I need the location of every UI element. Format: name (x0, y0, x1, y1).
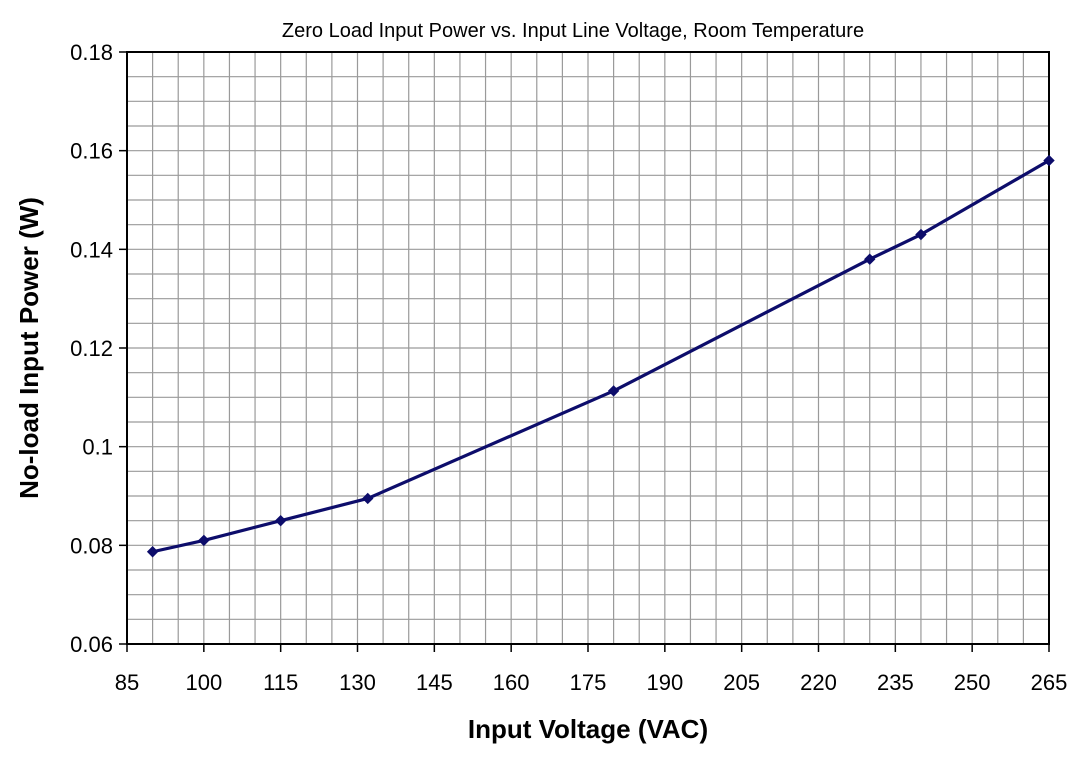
y-tick-label: 0.1 (82, 435, 113, 460)
data-point-marker (864, 253, 876, 265)
y-tick-label: 0.06 (70, 632, 113, 657)
data-point-marker (1043, 154, 1055, 167)
y-tick-label: 0.16 (70, 139, 113, 164)
x-tick-label: 235 (877, 670, 914, 695)
x-tick-label: 220 (800, 670, 837, 695)
y-tick-label: 0.14 (70, 237, 113, 262)
x-tick-label: 205 (723, 670, 760, 695)
x-tick-label: 265 (1031, 670, 1068, 695)
data-point-marker (362, 492, 374, 505)
x-tick-label: 250 (954, 670, 991, 695)
x-tick-label: 100 (185, 670, 222, 695)
x-tick-label: 190 (646, 670, 683, 695)
x-tick-label: 85 (115, 670, 139, 695)
series-line (152, 159, 1050, 554)
data-point-marker (607, 385, 620, 397)
x-tick-label: 175 (570, 670, 607, 695)
y-tick-label: 0.08 (70, 533, 113, 558)
data-series (146, 154, 1055, 558)
data-point-marker (146, 546, 159, 558)
y-tick-label: 0.18 (70, 40, 113, 65)
x-tick-label: 115 (263, 670, 298, 695)
data-point-marker (198, 534, 210, 547)
x-tick-label: 145 (416, 670, 453, 695)
data-point-marker (915, 228, 927, 241)
grid (127, 52, 1049, 644)
axes: 0.06 0.08 0.1 0.12 0.14 0.16 0.18 85 100 115 130 14… (70, 40, 1067, 695)
x-tick-label: 160 (493, 670, 530, 695)
chart-title: Zero Load Input Power vs. Input Line Vol… (282, 20, 864, 42)
y-axis-title: No-load Input Power (W) (14, 197, 44, 499)
x-tick-label: 130 (339, 670, 376, 695)
y-tick-label: 0.12 (70, 336, 113, 361)
x-axis-title: Input Voltage (VAC) (468, 714, 708, 744)
data-point-marker (274, 514, 287, 527)
